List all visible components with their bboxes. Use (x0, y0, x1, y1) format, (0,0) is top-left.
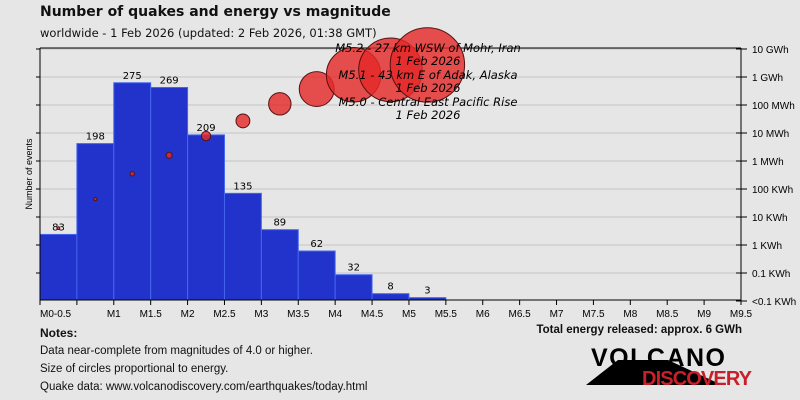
right-axis-label: 10 GWh (752, 45, 789, 56)
y-axis-label: Number of events (24, 138, 34, 210)
bar-count-label: 62 (310, 239, 323, 250)
x-tick-label: M7.5 (582, 309, 605, 320)
histogram-bar (334, 274, 373, 301)
note-line: Quake data: www.volcanodiscovery.com/ear… (40, 381, 368, 393)
energy-circle (389, 27, 466, 103)
x-tick-label: M8.5 (656, 309, 679, 320)
histogram-bar (260, 229, 299, 301)
energy-circle (165, 151, 173, 159)
x-tick-label: M0-0.5 (40, 309, 72, 320)
logo-text-discovery: DISCOVERY (642, 368, 753, 390)
x-tick-label: M7 (550, 309, 564, 320)
note-line: Size of circles proportional to energy. (40, 363, 229, 375)
energy-circle (200, 130, 212, 142)
right-axis-label: 1 GWh (752, 73, 783, 84)
chart-title: Number of quakes and energy vs magnitude (40, 4, 391, 20)
x-tick-label: M4 (328, 309, 342, 320)
energy-circle (56, 226, 61, 231)
x-tick-label: M4.5 (361, 309, 384, 320)
total-energy: Total energy released: approx. 6 GWh (536, 324, 742, 336)
right-axis-label: 100 MWh (752, 101, 795, 112)
volcano-logo-icon (586, 360, 722, 385)
bar-count-label: 209 (196, 123, 215, 134)
note-line: Data near-complete from magnitudes of 4.… (40, 345, 313, 357)
x-tick-label: M6.5 (509, 309, 532, 320)
quake-annotation-date: 1 Feb 2026 (396, 81, 461, 95)
x-tick-label: M6 (476, 309, 490, 320)
quake-annotation-date: 1 Feb 2026 (396, 108, 461, 122)
bar-count-label: 8 (387, 282, 393, 293)
bar-count-label: 269 (160, 75, 179, 86)
x-tick-label: M2.5 (213, 309, 236, 320)
bar-count-label: 3 (424, 286, 430, 297)
energy-circle (129, 171, 135, 177)
logo-text-volcano: VOLCANO (591, 344, 725, 372)
right-axis-label: 10 KWh (752, 213, 788, 224)
x-tick-label: M1.5 (140, 309, 163, 320)
x-tick-label: M9 (697, 309, 711, 320)
x-tick-label: M3 (254, 309, 268, 320)
histogram-bar (297, 250, 336, 301)
bar-count-label: 135 (233, 181, 252, 192)
histogram-bar (223, 192, 262, 301)
quake-annotation: M5.2 - 27 km WSW of Mohr, Iran (335, 41, 521, 55)
x-tick-label: M1 (107, 309, 121, 320)
x-tick-label: M5 (402, 309, 416, 320)
right-axis-label: 100 KWh (752, 185, 793, 196)
energy-circle (93, 196, 98, 202)
x-tick-label: M3.5 (287, 309, 310, 320)
histogram-bar (150, 86, 189, 301)
right-axis-label: <0.1 KWh (752, 297, 796, 308)
x-tick-label: M9.5 (730, 309, 753, 320)
right-axis-label: 0.1 KWh (752, 269, 790, 280)
notes-heading: Notes: (40, 326, 78, 340)
notes: Notes: Data near-complete from magnitude… (40, 324, 368, 396)
bar-count-label: 89 (273, 218, 286, 229)
bar-count-label: 275 (123, 71, 142, 82)
quake-annotation: M5.0 - Central East Pacific Rise (339, 95, 518, 109)
x-tick-label: M2 (181, 309, 195, 320)
right-axis-label: 1 KWh (752, 241, 782, 252)
quake-annotation: M5.1 - 43 km E of Adak, Alaska (338, 68, 517, 82)
energy-circle (268, 92, 292, 116)
bar-count-label: 32 (347, 263, 360, 274)
right-axis-label: 1 MWh (752, 157, 784, 168)
x-tick-label: M8 (623, 309, 637, 320)
chart-subtitle: worldwide - 1 Feb 2026 (updated: 2 Feb 2… (40, 26, 377, 40)
histogram-bar (187, 134, 225, 301)
quake-annotation-date: 1 Feb 2026 (396, 54, 461, 68)
energy-circle (235, 113, 251, 129)
x-tick-label: M5.5 (435, 309, 458, 320)
histogram-bar (76, 143, 115, 301)
bar-count-label: 198 (86, 132, 105, 143)
right-axis-label: 10 MWh (752, 129, 789, 140)
